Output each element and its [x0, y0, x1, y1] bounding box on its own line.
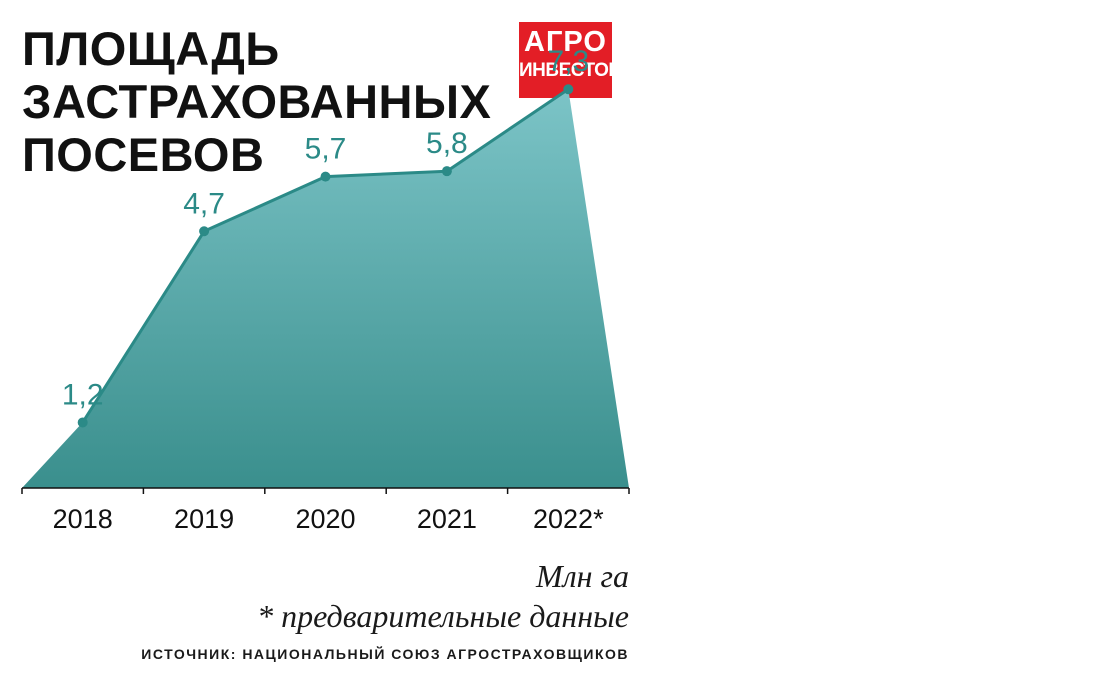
data-point: [563, 84, 574, 95]
source-note: ИСТОЧНИК: НАЦИОНАЛЬНЫЙ СОЮЗ АГРОСТРАХОВЩ…: [141, 646, 629, 662]
data-label: 7,3: [547, 45, 589, 78]
plot-area: 1,2 2018 4,7 2019 5,7 2020 5,8 2021 7,3 2022*: [21, 45, 630, 534]
area-fill: [22, 89, 629, 488]
logo-line-2: ИНВЕСТОР: [519, 60, 621, 81]
data-point: [441, 166, 452, 177]
data-label: 1,2: [62, 378, 104, 411]
agroinvestor-logo: АГРО ИНВЕСТОР: [519, 22, 621, 98]
footnote: * предварительные данные: [257, 598, 629, 634]
data-point: [320, 171, 331, 182]
title-line-1: ПЛОЩАДЬ: [22, 22, 280, 75]
x-tick-label: 2018: [53, 504, 113, 534]
x-tick-label: 2019: [174, 504, 234, 534]
x-tick-label: 2022*: [533, 504, 604, 534]
unit-label: Млн га: [536, 558, 629, 594]
title-line-2: ЗАСТРАХОВАННЫХ: [22, 75, 492, 128]
logo-line-1: АГРО: [524, 26, 607, 58]
title-line-3: ПОСЕВОВ: [22, 128, 265, 181]
data-label: 4,7: [183, 187, 225, 220]
data-label: 5,7: [305, 133, 347, 166]
chart-title: ПЛОЩАДЬ ЗАСТРАХОВАННЫХ ПОСЕВОВ: [22, 22, 491, 181]
data-point: [199, 226, 210, 237]
x-tick-label: 2020: [295, 504, 355, 534]
x-tick-label: 2021: [417, 504, 477, 534]
data-label: 5,8: [426, 127, 468, 160]
data-point: [77, 417, 88, 428]
